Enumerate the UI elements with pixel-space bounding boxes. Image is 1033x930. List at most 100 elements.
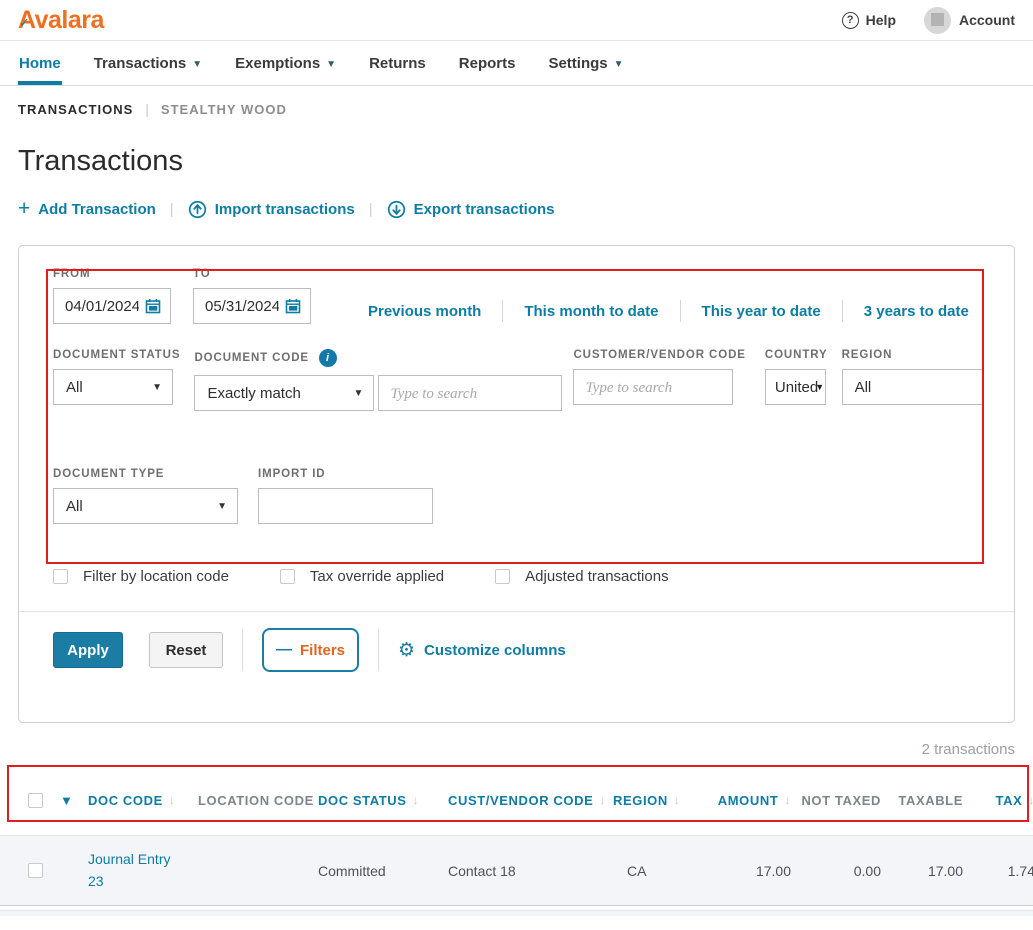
sort-icon: ↓	[168, 793, 176, 807]
table-header-row: ▼ DOC CODE ↓ LOCATION CODE DOC STATUS ↓ …	[0, 772, 1033, 828]
page-title: Transactions	[18, 145, 183, 177]
nav-returns[interactable]: Returns	[368, 41, 427, 85]
reset-button[interactable]: Reset	[149, 632, 223, 668]
top-bar: Avalara ✓ ? Help Account	[0, 0, 1033, 41]
column-doc-status-label: DOC STATUS	[318, 792, 407, 808]
filter-divider	[19, 611, 1014, 612]
region-label: REGION	[841, 349, 893, 361]
sort-icon: ↓	[1028, 793, 1033, 807]
row-checkbox[interactable]	[28, 863, 43, 878]
column-tax[interactable]: TAX ↓	[963, 793, 1033, 808]
cell-region: CA	[627, 862, 647, 879]
nav-transactions-label: Transactions	[93, 54, 187, 72]
button-divider	[242, 629, 243, 671]
quick-link-divider	[502, 300, 504, 322]
select-all-checkbox[interactable]	[28, 792, 43, 808]
chevron-down-icon: ▼	[152, 381, 162, 393]
filters-toggle-label: Filters	[299, 641, 345, 659]
breadcrumb: TRANSACTIONS | STEALTHY WOOD	[0, 86, 1033, 117]
column-location-code: LOCATION CODE	[198, 793, 318, 808]
filter-by-location-code-label: Filter by location code	[83, 568, 229, 585]
tax-override-applied-label: Tax override applied	[309, 568, 445, 585]
actions-row: + Add Transaction | Import transactions …	[0, 178, 1033, 219]
info-icon[interactable]: i	[319, 349, 337, 367]
calendar-icon[interactable]	[145, 298, 161, 314]
apply-button[interactable]: Apply	[53, 632, 123, 668]
document-status-field-group: DOCUMENT STATUS All ▼	[53, 349, 180, 411]
document-code-match-select[interactable]: Exactly match ▼	[194, 375, 375, 411]
cell-taxable: 17.00	[927, 862, 963, 879]
next-row-partial	[0, 910, 1033, 916]
column-region[interactable]: REGION ↓	[613, 793, 691, 808]
filter-by-location-code-checkbox[interactable]: Filter by location code	[53, 568, 229, 585]
filters-toggle-button[interactable]: — Filters	[262, 628, 359, 672]
help-button[interactable]: ? Help	[841, 11, 896, 29]
calendar-icon[interactable]	[285, 298, 301, 314]
nav-exemptions[interactable]: Exemptions ▼	[234, 41, 337, 85]
column-amount[interactable]: AMOUNT ↓	[691, 793, 791, 808]
import-id-label: IMPORT ID	[258, 468, 326, 480]
doc-code-link[interactable]: Journal Entry 23	[88, 850, 171, 889]
tax-override-applied-checkbox[interactable]: Tax override applied	[279, 568, 445, 585]
quick-link-this-year-to-date[interactable]: This year to date	[701, 302, 821, 320]
customize-columns-label: Customize columns	[424, 641, 566, 659]
import-transactions-button[interactable]: Import transactions	[188, 200, 355, 219]
import-id-input[interactable]	[258, 488, 433, 524]
avalara-logo[interactable]: Avalara ✓	[18, 6, 104, 35]
bulk-actions-chevron-icon[interactable]: ▼	[60, 792, 73, 808]
checkbox-icon[interactable]	[279, 569, 295, 584]
column-cust-vendor-code[interactable]: CUST/VENDOR CODE ↓	[448, 793, 613, 808]
from-date-value[interactable]	[65, 297, 139, 315]
region-select[interactable]: All	[841, 369, 984, 405]
quick-link-this-month-to-date[interactable]: This month to date	[524, 302, 659, 320]
document-status-select[interactable]: All ▼	[53, 369, 173, 405]
document-code-label: DOCUMENT CODE	[194, 352, 309, 364]
quick-link-previous-month[interactable]: Previous month	[368, 302, 482, 320]
table-row[interactable]: Journal Entry 23 Committed Contact 18 CA…	[0, 835, 1033, 906]
column-doc-code-label: DOC CODE	[88, 792, 163, 808]
nav-settings[interactable]: Settings ▼	[547, 41, 624, 85]
export-transactions-button[interactable]: Export transactions	[387, 200, 555, 219]
breadcrumb-current: STEALTHY WOOD	[160, 101, 287, 117]
from-date-input[interactable]	[53, 288, 171, 324]
help-icon: ?	[841, 11, 859, 29]
cell-amount: 17.00	[755, 862, 791, 879]
column-doc-status[interactable]: DOC STATUS ↓	[318, 793, 448, 808]
export-transactions-label: Export transactions	[413, 201, 555, 218]
to-date-field-group: TO	[193, 268, 311, 324]
customer-vendor-search-input[interactable]	[573, 369, 734, 405]
country-label: COUNTRY	[764, 349, 828, 361]
adjusted-transactions-checkbox[interactable]: Adjusted transactions	[495, 568, 669, 585]
cell-tax: 1.74	[1007, 862, 1033, 879]
customize-columns-button[interactable]: ⚙ Customize columns	[398, 641, 566, 660]
import-icon	[188, 200, 206, 219]
nav-settings-label: Settings	[548, 54, 608, 72]
quick-link-divider	[679, 300, 681, 322]
breadcrumb-section[interactable]: TRANSACTIONS	[18, 101, 134, 117]
document-code-search-input[interactable]	[378, 375, 563, 411]
quick-link-3-years-to-date[interactable]: 3 years to date	[863, 302, 969, 320]
checkbox-icon[interactable]	[53, 569, 68, 584]
to-date-input[interactable]	[193, 288, 311, 324]
nav-returns-label: Returns	[369, 54, 426, 72]
nav-exemptions-label: Exemptions	[235, 54, 321, 72]
sort-icon: ↓	[784, 793, 791, 807]
nav-reports[interactable]: Reports	[458, 41, 517, 85]
account-button[interactable]: Account	[924, 6, 1015, 34]
country-field-group: COUNTRY United ▼	[764, 349, 828, 411]
checkbox-icon[interactable]	[495, 569, 511, 584]
column-doc-code[interactable]: DOC CODE ↓	[88, 793, 198, 808]
nav-home[interactable]: Home	[18, 41, 62, 85]
column-cust-vendor-code-label: CUST/VENDOR CODE	[448, 792, 594, 808]
column-tax-label: TAX	[995, 792, 1023, 808]
country-select[interactable]: United ▼	[764, 369, 826, 405]
region-field-group: REGION All	[841, 349, 984, 411]
nav-transactions[interactable]: Transactions ▼	[93, 41, 203, 85]
action-divider: |	[368, 201, 373, 218]
import-id-field-group: IMPORT ID	[258, 468, 433, 524]
add-transaction-button[interactable]: + Add Transaction	[18, 198, 156, 219]
document-type-select[interactable]: All ▼	[53, 488, 238, 524]
to-date-value[interactable]	[205, 297, 279, 315]
nav-reports-label: Reports	[458, 54, 516, 72]
transactions-table: ▼ DOC CODE ↓ LOCATION CODE DOC STATUS ↓ …	[0, 765, 1033, 916]
